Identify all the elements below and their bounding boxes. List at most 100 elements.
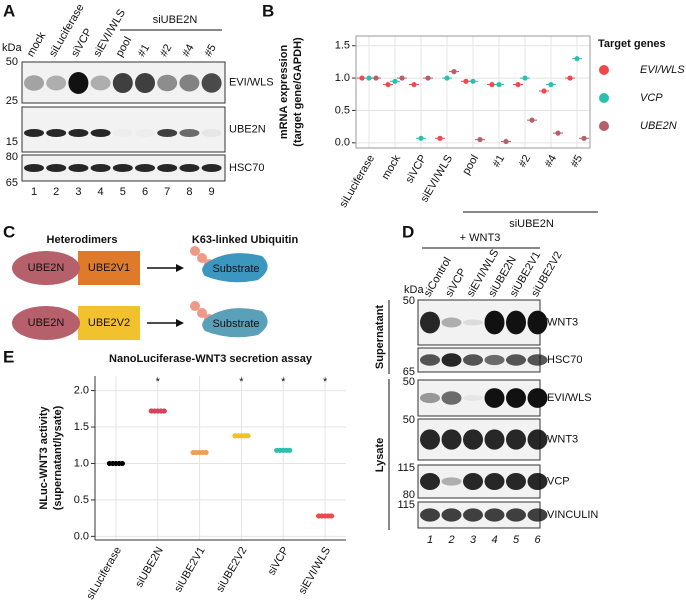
lane-label: mock [25,30,49,59]
band [157,129,178,137]
band [463,508,483,522]
band [527,429,548,450]
dot [392,78,398,84]
dot [477,136,483,143]
dot [503,138,509,145]
band [46,129,67,137]
substrate-label: Substrate [212,263,259,275]
band [484,354,505,366]
band [179,129,200,137]
band [112,164,133,172]
dot [119,460,125,467]
x-tick-label: pool [460,153,481,177]
lane-number: 5 [120,186,126,198]
dot [203,449,209,456]
group-label: siUBE2N [153,14,198,26]
band [68,72,89,94]
substrate-label: Substrate [212,318,259,330]
band [420,392,440,404]
band [527,354,548,366]
band [484,429,505,450]
dot [489,81,495,88]
subunit-label: UBE2N [28,262,65,274]
y-tick-label: 1.5 [335,40,350,52]
band [441,508,462,522]
band [441,391,462,405]
marker: 65 [6,177,18,189]
band [90,164,111,172]
lane-number: 9 [209,186,215,198]
dot [515,81,521,88]
y-tick-label: 1.5 [74,421,89,433]
lane-label: #5 [202,42,219,59]
dot [366,75,372,81]
arrow-head [176,319,184,327]
fraction-label: Supernatant [374,305,386,370]
dot [411,81,417,88]
legend-title: Target genes [598,38,666,50]
band [527,388,548,408]
marker: 50 [403,414,415,426]
band [201,73,222,93]
y-axis-label: mRNA expression [278,45,290,140]
lane-number: 6 [142,186,148,198]
band [24,75,44,91]
band [441,317,462,328]
row-label: WNT3 [547,316,578,328]
group-label: siUBE2N [509,218,554,230]
band [68,164,89,172]
band [506,310,526,335]
band [46,164,67,172]
significance: * [239,376,244,388]
band [463,472,483,491]
dot [359,75,365,81]
subunit-label: UBE2N [28,317,65,329]
row-label: VINCULIN [547,509,598,521]
marker: 50 [403,295,415,307]
lane-number: 7 [164,186,170,198]
dot [574,56,580,62]
x-tick-label: siUBE2V1 [172,545,207,594]
band [506,429,526,450]
y-tick-label: 0.5 [74,494,89,506]
band [506,354,526,366]
marker: 25 [6,95,18,107]
row-label: VCP [547,475,570,487]
ubiquitin [190,301,200,311]
band [441,477,462,486]
band [506,508,526,522]
lane-number: 3 [75,186,81,198]
row-label: EVI/WLS [547,392,592,404]
band [420,508,440,522]
y-tick-label: 1.0 [335,72,350,84]
subunit [78,306,140,340]
band [112,73,133,93]
marker: 65 [403,366,415,378]
x-tick-label: siUBE2V2 [214,545,249,594]
subunit [12,306,80,340]
band [527,508,548,522]
dot [522,75,528,81]
band [484,472,505,491]
band [90,129,111,137]
band [90,75,111,91]
band [135,73,155,93]
header: K63-linked Ubiquitin [192,234,299,246]
panel-label: E [3,347,14,366]
marker: 50 [403,376,415,388]
lane-number: 4 [98,186,104,198]
dot [385,81,391,88]
marker: 80 [403,489,415,501]
band [179,74,200,92]
band [463,429,483,450]
band [527,310,548,335]
y-tick-label: 1.0 [74,457,89,469]
band [484,310,505,335]
x-tick-label: siEVI/WLS [297,545,334,597]
lane-number: 3 [470,534,477,546]
dot [496,81,502,88]
lane-label: pool [114,35,135,59]
band [420,311,440,334]
row-label: HSC70 [547,354,582,366]
kda-label: kDa [2,42,22,54]
